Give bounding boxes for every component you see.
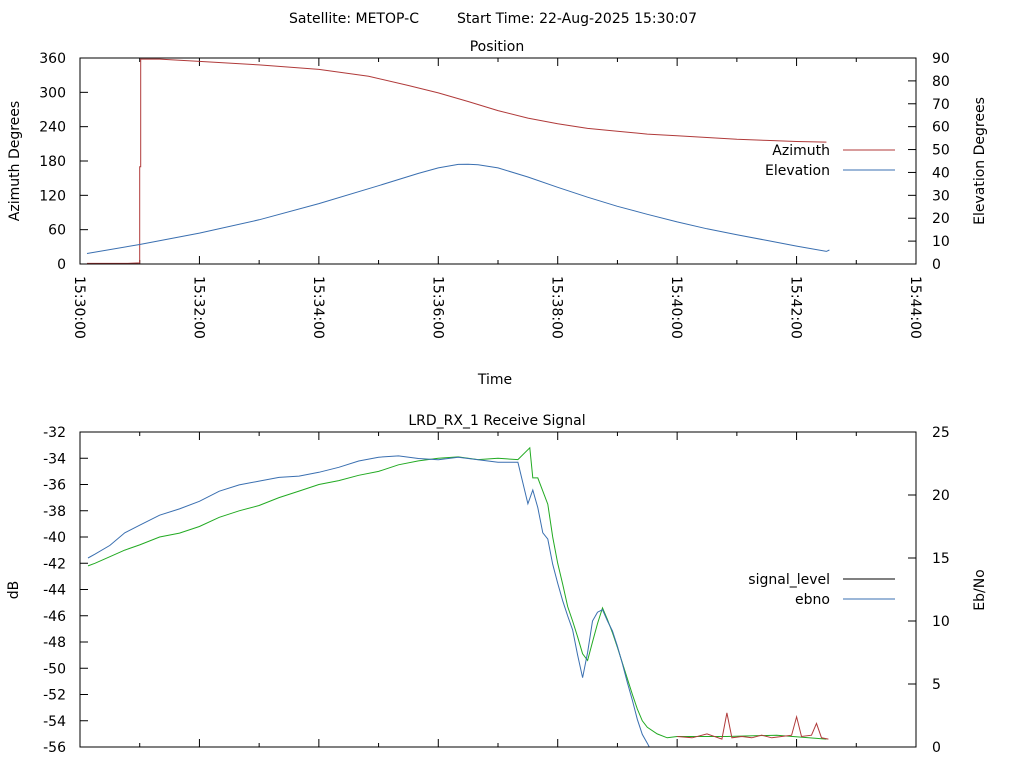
y-tick-label: 240 [39,120,66,136]
position-plot-frame [79,57,917,265]
x-tick-label: 15:40:00 [668,276,684,339]
y2-tick-label: 70 [932,97,950,113]
x-tick-label: 15:38:00 [549,276,565,339]
satellite-label: Satellite: METOP-C [289,11,419,27]
receive-signal-chart: LRD_RX_1 Receive Signal dB Eb/No -56 -54 -… [6,413,988,756]
receive-plot-frame [79,431,917,748]
y2-tick-label: 80 [932,74,950,90]
legend-entry-label: signal_level [748,572,830,588]
y-tick-label: -54 [43,714,66,730]
y-tick-label: 120 [39,188,66,204]
y-tick-label: 360 [39,51,66,67]
elevation-axis-label: Elevation Degrees [972,97,988,225]
y-tick-label: 60 [48,223,66,239]
y2-tick-label: 20 [932,488,950,504]
receive-signal-chart-title: LRD_RX_1 Receive Signal [408,413,585,429]
y-tick-label: -56 [43,740,66,756]
y2-tick-label: 10 [932,234,950,250]
y-tick-label: -34 [43,451,66,467]
y-tick-label: 0 [57,257,66,273]
y2-tick-label: 90 [932,51,950,67]
series-line-azimuth [87,58,827,264]
x-tick-label: 15:36:00 [429,276,445,339]
series-line-signal-level [87,446,827,740]
start-time-label: Start Time: 22-Aug-2025 15:30:07 [457,11,697,27]
azimuth-axis-label: Azimuth Degrees [7,101,23,221]
ebno-axis-label: Eb/No [972,569,988,611]
series-line-ebno [87,455,650,748]
y-tick-label: -42 [43,556,66,572]
y-tick-label: -52 [43,688,66,704]
x-tick-label: 15:34:00 [310,276,326,339]
series-line-elevation [86,163,830,254]
x-tick-label: 15:42:00 [788,276,804,339]
legend-entry-label: Elevation [765,163,830,179]
y-tick-label: -32 [43,425,66,441]
y2-tick-label: 0 [932,740,941,756]
y2-tick-label: 40 [932,165,950,181]
x-tick-label: 15:44:00 [907,276,923,339]
y-tick-label: -44 [43,583,66,599]
y2-tick-label: 15 [932,551,950,567]
legend-entry-label: Azimuth [772,143,830,159]
y2-tick-label: 10 [932,614,950,630]
y2-tick-label: 30 [932,188,950,204]
y-tick-label: 300 [39,85,66,101]
y2-tick-label: 5 [932,677,941,693]
x-tick-label: 15:30:00 [71,276,87,339]
x-tick-label: 15:32:00 [190,276,206,339]
y2-tick-label: 0 [932,257,941,273]
y-tick-label: -50 [43,661,66,677]
legend-entry-label: ebno [795,592,830,608]
position-chart: Position Azimuth Degrees Elevation Degre… [7,39,988,388]
y-tick-label: 180 [39,154,66,170]
y2-tick-label: 50 [932,143,950,159]
time-axis-label: Time [477,372,512,388]
y2-tick-label: 20 [932,211,950,227]
y-tick-label: -48 [43,635,66,651]
y-tick-label: -36 [43,478,66,494]
position-chart-title: Position [470,39,525,55]
db-axis-label: dB [6,581,22,600]
series-line-signal-tail [677,712,829,740]
y-tick-label: -38 [43,504,66,520]
y-tick-label: -46 [43,609,66,625]
y2-tick-label: 60 [932,120,950,136]
y2-tick-label: 25 [932,425,950,441]
y-tick-label: -40 [43,530,66,546]
